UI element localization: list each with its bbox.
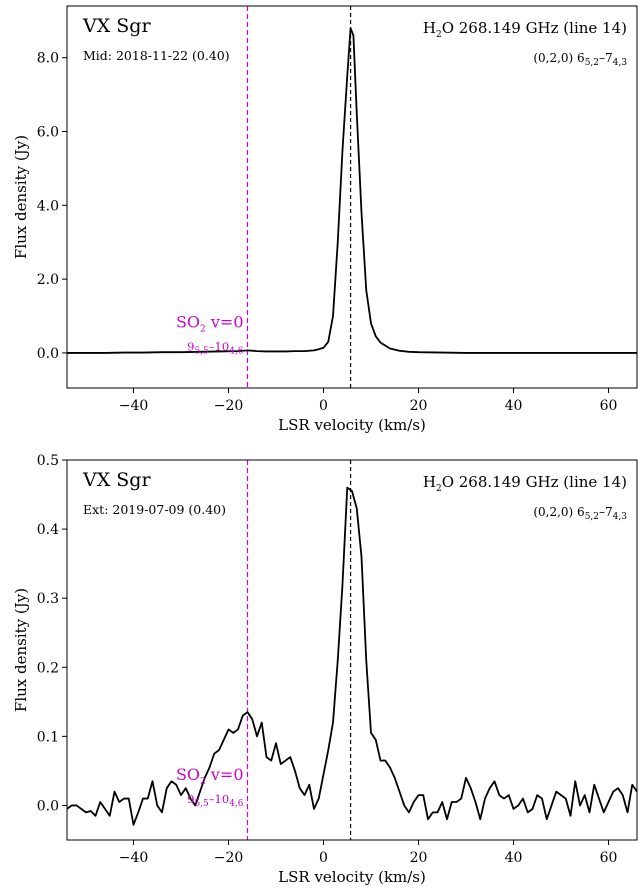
panel-1-x-tick-label: 60 <box>600 398 618 414</box>
panel-1-x-axis-label: LSR velocity (km/s) <box>278 416 426 434</box>
panel-2-so2-label: SO2 v=0 <box>176 765 244 787</box>
panel-2-x-tick-label: 20 <box>410 850 428 866</box>
panel-1-y-tick-label: 2.0 <box>37 272 59 288</box>
panel-2-x-tick-label: 60 <box>600 850 618 866</box>
panel-2-y-tick-label: 0.0 <box>37 798 59 814</box>
panel-1-star-name: VX Sgr <box>82 15 151 37</box>
panel-1-so2-label: SO2 v=0 <box>176 313 244 335</box>
panel-2-transition-label: (0,2,0) 65,2–74,3 <box>533 505 627 522</box>
panel-1-x-tick-label: −20 <box>214 398 244 414</box>
panel-1-epoch-label: Mid: 2018-11-22 (0.40) <box>83 48 230 63</box>
panel-2-y-tick-label: 0.1 <box>37 729 59 745</box>
panel-1-spectrum-line <box>67 27 637 354</box>
panel-2-spectrum-line <box>67 486 637 826</box>
panel-2-y-tick-label: 0.2 <box>37 660 59 676</box>
panel-1-so2-transition-label: 95,5–104,6 <box>187 340 244 357</box>
panel-1-x-tick-label: 0 <box>319 398 328 414</box>
panel-2-x-tick-label: −20 <box>214 850 244 866</box>
panel-2-star-name: VX Sgr <box>82 469 151 491</box>
panel-2-x-tick-label: 0 <box>319 850 328 866</box>
panel-2-y-axis-label: Flux density (Jy) <box>12 588 30 712</box>
panel-2-epoch-label: Ext: 2019-07-09 (0.40) <box>83 502 226 517</box>
panel-2-line-title: H2O 268.149 GHz (line 14) <box>423 473 627 494</box>
panel-2-axes-frame <box>66 459 638 841</box>
panel-2-so2-transition-label: 95,5–104,6 <box>187 792 244 809</box>
panel-1-x-tick-label: −40 <box>119 398 149 414</box>
panel-1-x-tick-label: 20 <box>410 398 428 414</box>
panel-2-y-tick-label: 0.4 <box>37 522 59 538</box>
panel-1-y-tick-label: 8.0 <box>37 51 59 67</box>
panel-2-x-axis-label: LSR velocity (km/s) <box>278 868 426 886</box>
panel-2-x-tick-label: −40 <box>119 850 149 866</box>
panel-1-y-tick-label: 4.0 <box>37 198 59 214</box>
panel-1-x-tick-label: 40 <box>505 398 523 414</box>
panel-2-y-tick-label: 0.5 <box>37 453 59 469</box>
panel-1-y-tick-label: 0.0 <box>37 346 59 362</box>
panel-1-y-axis-label: Flux density (Jy) <box>12 135 30 259</box>
panel-1-y-tick-label: 6.0 <box>37 124 59 140</box>
panel-2-chart: −40 −20 0 20 40 60 0.0 0.1 0.2 0.3 0.4 0.5 LSR veloc… <box>12 453 638 886</box>
panel-2-x-tick-label: 40 <box>505 850 523 866</box>
panel-1-axes-frame <box>66 5 638 389</box>
panel-1-chart: −40 −20 0 20 40 60 0.0 2.0 4.0 6.0 8.0 LSR velocity… <box>12 5 638 434</box>
panel-2-y-tick-label: 0.3 <box>37 591 59 607</box>
panel-1-transition-label: (0,2,0) 65,2–74,3 <box>533 51 627 68</box>
panel-1-line-title: H2O 268.149 GHz (line 14) <box>423 19 627 40</box>
